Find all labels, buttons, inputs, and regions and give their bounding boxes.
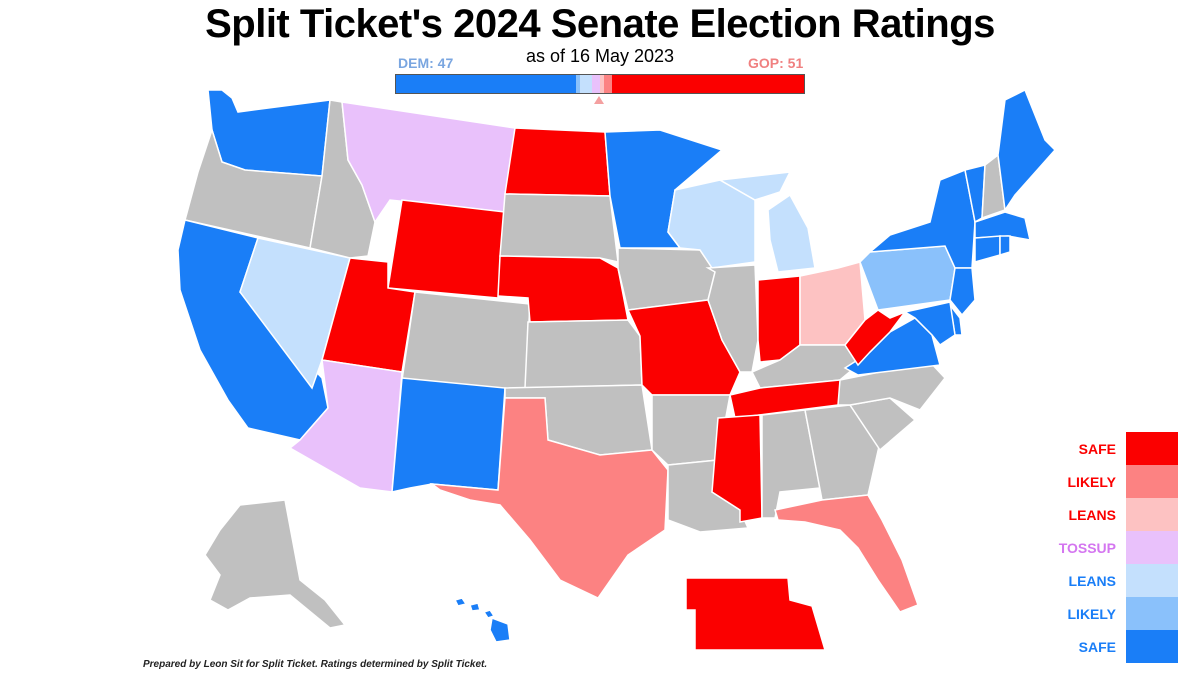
credit-line: Prepared by Leon Sit for Split Ticket. R… xyxy=(143,659,488,670)
state-maine[interactable] xyxy=(997,88,1057,213)
state-new-mexico[interactable] xyxy=(391,377,506,493)
nebraska-special-election-inset[interactable] xyxy=(685,577,827,651)
seat-bar-segment-leans_r xyxy=(599,75,605,93)
majority-marker xyxy=(594,96,604,104)
state-north-dakota[interactable] xyxy=(504,127,611,197)
legend-row-safe_d: SAFE xyxy=(1010,630,1180,663)
legend-row-leans_r: LEANS xyxy=(1010,498,1180,531)
state-alaska[interactable] xyxy=(204,499,347,629)
state-rhode-island[interactable] xyxy=(999,235,1011,257)
legend-row-leans_d: LEANS xyxy=(1010,564,1180,597)
legend-label: SAFE xyxy=(1078,440,1116,457)
legend-swatch xyxy=(1126,465,1178,498)
legend-swatch xyxy=(1126,498,1178,531)
state-texas[interactable] xyxy=(429,397,669,599)
legend-swatch xyxy=(1126,564,1178,597)
state-pennsylvania[interactable] xyxy=(859,245,956,311)
state-michigan[interactable] xyxy=(717,171,816,273)
state-new-jersey[interactable] xyxy=(949,267,976,317)
legend-label: SAFE xyxy=(1078,638,1116,655)
seat-bar-segment-likely_d xyxy=(575,75,580,93)
legend-row-likely_r: LIKELY xyxy=(1010,465,1180,498)
legend-row-safe_r: SAFE xyxy=(1010,432,1180,465)
legend-swatch xyxy=(1126,597,1178,630)
legend-label: LEANS xyxy=(1068,572,1116,589)
legend-swatch xyxy=(1126,432,1178,465)
state-mississippi[interactable] xyxy=(711,414,763,523)
seat-bar-segment-safe_r xyxy=(612,75,804,93)
state-south-dakota[interactable] xyxy=(499,193,619,263)
legend-swatch xyxy=(1126,630,1178,663)
map-title: Split Ticket's 2024 Senate Election Rati… xyxy=(205,2,995,46)
legend-label: LIKELY xyxy=(1067,605,1117,622)
state-illinois[interactable] xyxy=(705,264,759,373)
as-of-date: as of 16 May 2023 xyxy=(525,46,675,66)
state-colorado[interactable] xyxy=(401,291,531,393)
dem-seat-total: DEM: 47 xyxy=(398,55,454,71)
state-maryland[interactable] xyxy=(903,301,956,347)
state-wyoming[interactable] xyxy=(387,199,506,299)
legend-row-likely_d: LIKELY xyxy=(1010,597,1180,630)
state-hawaii[interactable] xyxy=(453,597,511,643)
state-connecticut[interactable] xyxy=(974,235,1001,263)
state-georgia[interactable] xyxy=(804,404,881,501)
seat-bar-segment-tossup xyxy=(591,75,600,93)
state-kansas[interactable] xyxy=(524,319,643,389)
seat-bar-segment-leans_d xyxy=(579,75,592,93)
gop-seat-total: GOP: 51 xyxy=(748,55,804,71)
legend-label: TOSSUP xyxy=(1058,539,1116,556)
state-florida[interactable] xyxy=(774,494,919,613)
seat-balance-bar xyxy=(395,74,805,94)
legend-row-tossup: TOSSUP xyxy=(1010,531,1180,564)
legend-label: LIKELY xyxy=(1067,473,1117,490)
seat-bar-segment-likely_r xyxy=(604,75,613,93)
seat-bar-segment-safe_d xyxy=(396,75,576,93)
legend-label: LEANS xyxy=(1068,506,1116,523)
rating-legend: SAFE LIKELY LEANS TOSSUP LEANS LIKELY SAFE xyxy=(1010,432,1180,663)
legend-swatch xyxy=(1126,531,1178,564)
